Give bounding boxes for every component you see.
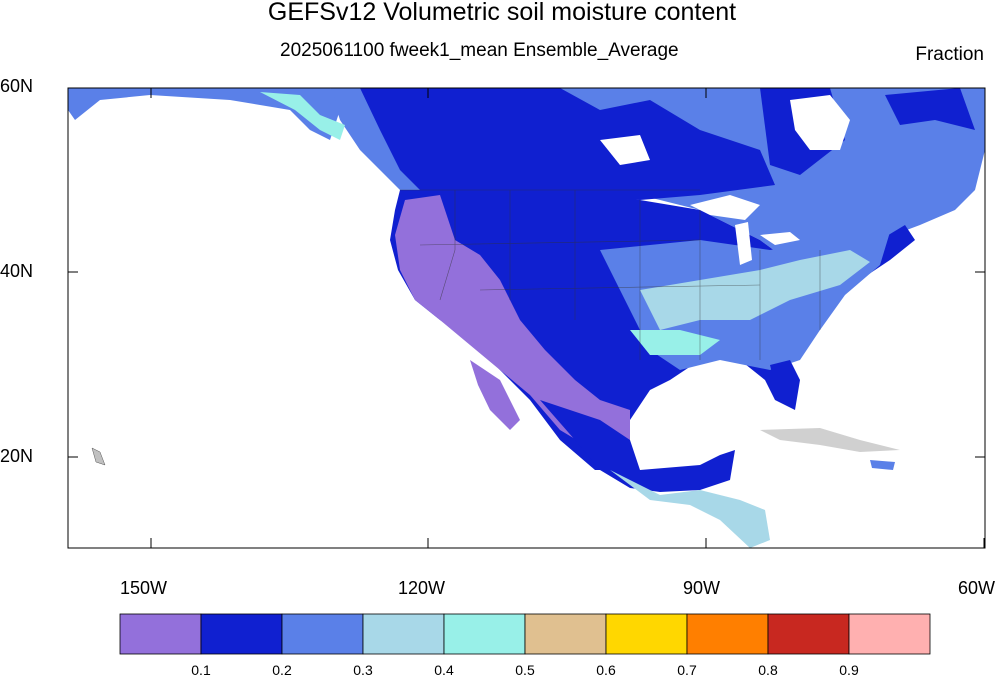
units-label: Fraction (915, 44, 984, 65)
colorbar-label: 0.6 (596, 662, 616, 678)
colorbar-label: 0.8 (758, 662, 778, 678)
colorbar-swatch (443, 613, 526, 655)
lat-label-20n: 20N (0, 446, 34, 466)
axis-ticks (68, 87, 985, 548)
lon-label-90w: 90W (683, 578, 721, 598)
map-subtitle: 2025061100 fweek1_mean Ensemble_Average (280, 40, 679, 61)
colorbar-label: 0.7 (677, 662, 697, 678)
colorbar-label: 0.5 (515, 662, 535, 678)
colorbar-label: 0.1 (191, 662, 211, 678)
colorbar-swatch (686, 613, 769, 655)
map-title: GEFSv12 Volumetric soil moisture content (267, 0, 737, 26)
lon-label-60w: 60W (958, 578, 996, 598)
moisture-field (68, 88, 985, 548)
colorbar-label: 0.9 (839, 662, 859, 678)
colorbar-swatch (524, 613, 607, 655)
lat-label-60n: 60N (0, 76, 34, 96)
lat-label-40n: 40N (0, 261, 34, 281)
colorbar-swatch (605, 613, 688, 655)
colorbar-label: 0.3 (353, 662, 373, 678)
colorbar-label: 0.4 (434, 662, 454, 678)
colorbar-swatch (200, 613, 283, 655)
map-frame (67, 87, 986, 549)
colorbar-label: 0.2 (272, 662, 292, 678)
colorbar-swatch (119, 613, 202, 655)
colorbar-swatch (848, 613, 931, 655)
colorbar-swatch (281, 613, 364, 655)
colorbar-swatch (362, 613, 445, 655)
colorbar (119, 613, 931, 655)
colorbar-swatch (767, 613, 850, 655)
lon-label-150w: 150W (120, 578, 168, 598)
lon-label-120w: 120W (398, 578, 446, 598)
